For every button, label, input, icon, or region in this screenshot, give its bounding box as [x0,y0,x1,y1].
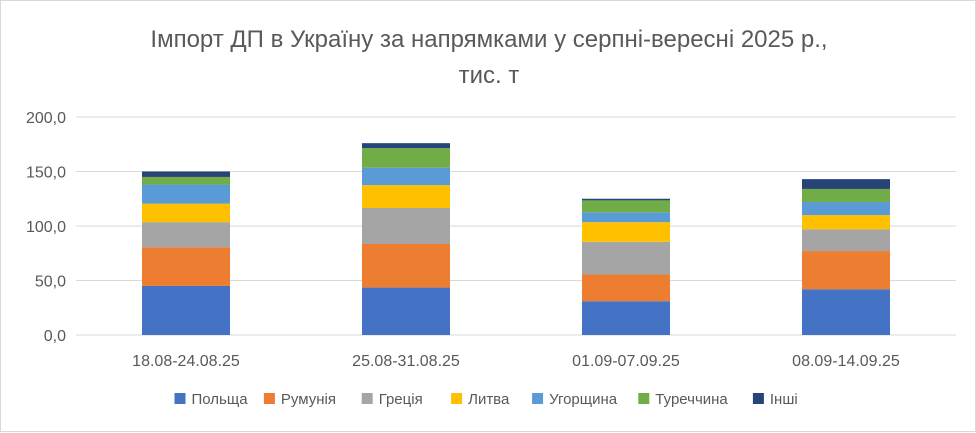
x-tick-label: 25.08-31.08.25 [352,353,460,370]
y-tick-label: 50,0 [35,274,66,291]
bar-segment [142,171,230,177]
y-tick-label: 0,0 [44,328,66,345]
bar-segment [802,202,890,216]
bar-segment [802,188,890,203]
legend-swatch [174,393,186,404]
bar-segment [142,247,230,286]
legend-label: Румунія [281,391,336,408]
legend-label: Туреччина [655,391,728,408]
bar-segment [362,287,450,335]
bar-segment [362,167,450,186]
legend-label: Угорщина [549,391,618,408]
bar-segment [582,274,670,302]
bar-segment [362,148,450,168]
x-tick-label: 01.09-07.09.25 [572,353,680,370]
legend-swatch [532,393,544,404]
y-tick-label: 100,0 [26,219,66,236]
bar-segment [802,289,890,335]
bar-segment [802,179,890,189]
chart-title-line-2: тис. т [458,62,520,89]
legend-label: Литва [468,391,510,408]
chart-title-line-1: Імпорт ДП в Україну за напрямками у серп… [150,26,828,53]
bar-segment [802,215,890,230]
bar-segment [142,184,230,204]
y-tick-label: 200,0 [26,110,66,127]
y-tick-label: 150,0 [26,165,66,182]
legend-label: Греція [379,391,423,408]
bar-segment [142,176,230,185]
legend-label: Польща [192,391,249,408]
bar-segment [582,198,670,201]
bar-segment [362,243,450,288]
bar-segment [802,251,890,290]
bar-segment [802,229,890,252]
legend-label: Інші [770,391,798,408]
legend-swatch [361,393,373,404]
x-tick-label: 08.09-14.09.25 [792,353,900,370]
x-tick-label: 18.08-24.08.25 [132,353,240,370]
legend-swatch [451,393,463,404]
bar-segment [142,203,230,223]
bar-segment [582,241,670,275]
bar-segment [582,200,670,213]
bar-segment [582,212,670,223]
bar-segment [142,222,230,248]
bar-segment [142,285,230,335]
legend-swatch [752,393,764,404]
legend-swatch [263,393,275,404]
bar-segment [362,185,450,209]
bar-segment [362,208,450,244]
legend-swatch [638,393,650,404]
bar-segment [362,143,450,149]
bar-segment [582,301,670,335]
bar-segment [582,222,670,242]
